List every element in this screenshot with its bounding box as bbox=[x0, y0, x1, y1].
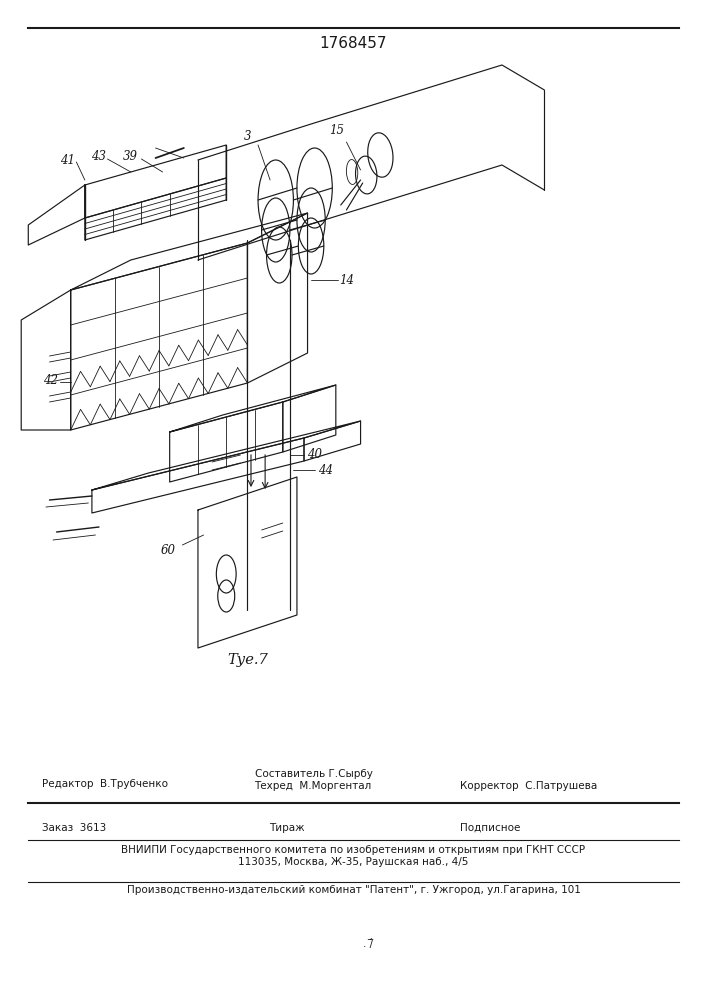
Text: Техред  М.Моргентал: Техред М.Моргентал bbox=[255, 781, 372, 791]
Text: 40: 40 bbox=[307, 448, 322, 462]
Text: . /́̅: . /́̅ bbox=[363, 939, 373, 949]
Text: 1768457: 1768457 bbox=[320, 35, 387, 50]
Text: 39: 39 bbox=[122, 150, 138, 163]
Text: Корректор  С.Патрушева: Корректор С.Патрушева bbox=[460, 781, 597, 791]
Text: Производственно-издательский комбинат "Патент", г. Ужгород, ул.Гагарина, 101: Производственно-издательский комбинат "П… bbox=[127, 885, 580, 895]
Text: Тираж: Тираж bbox=[269, 823, 304, 833]
Text: Подписное: Подписное bbox=[460, 823, 520, 833]
Text: 113035, Москва, Ж-35, Раушская наб., 4/5: 113035, Москва, Ж-35, Раушская наб., 4/5 bbox=[238, 857, 469, 867]
Text: Составитель Г.Сырбу: Составитель Г.Сырбу bbox=[255, 769, 373, 779]
Text: ВНИИПИ Государственного комитета по изобретениям и открытиям при ГКНТ СССР: ВНИИПИ Государственного комитета по изоб… bbox=[122, 845, 585, 855]
Text: Τуе.7: Τуе.7 bbox=[227, 653, 268, 667]
Text: 14: 14 bbox=[339, 273, 354, 286]
Text: 41: 41 bbox=[59, 153, 75, 166]
Text: 43: 43 bbox=[91, 150, 107, 163]
Text: 15: 15 bbox=[329, 123, 344, 136]
Text: Заказ  3613: Заказ 3613 bbox=[42, 823, 107, 833]
Text: 60: 60 bbox=[160, 544, 176, 556]
Text: 42: 42 bbox=[43, 373, 59, 386]
Text: Редактор  В.Трубченко: Редактор В.Трубченко bbox=[42, 779, 168, 789]
Text: 3: 3 bbox=[244, 130, 251, 143]
Text: 44: 44 bbox=[317, 464, 333, 477]
